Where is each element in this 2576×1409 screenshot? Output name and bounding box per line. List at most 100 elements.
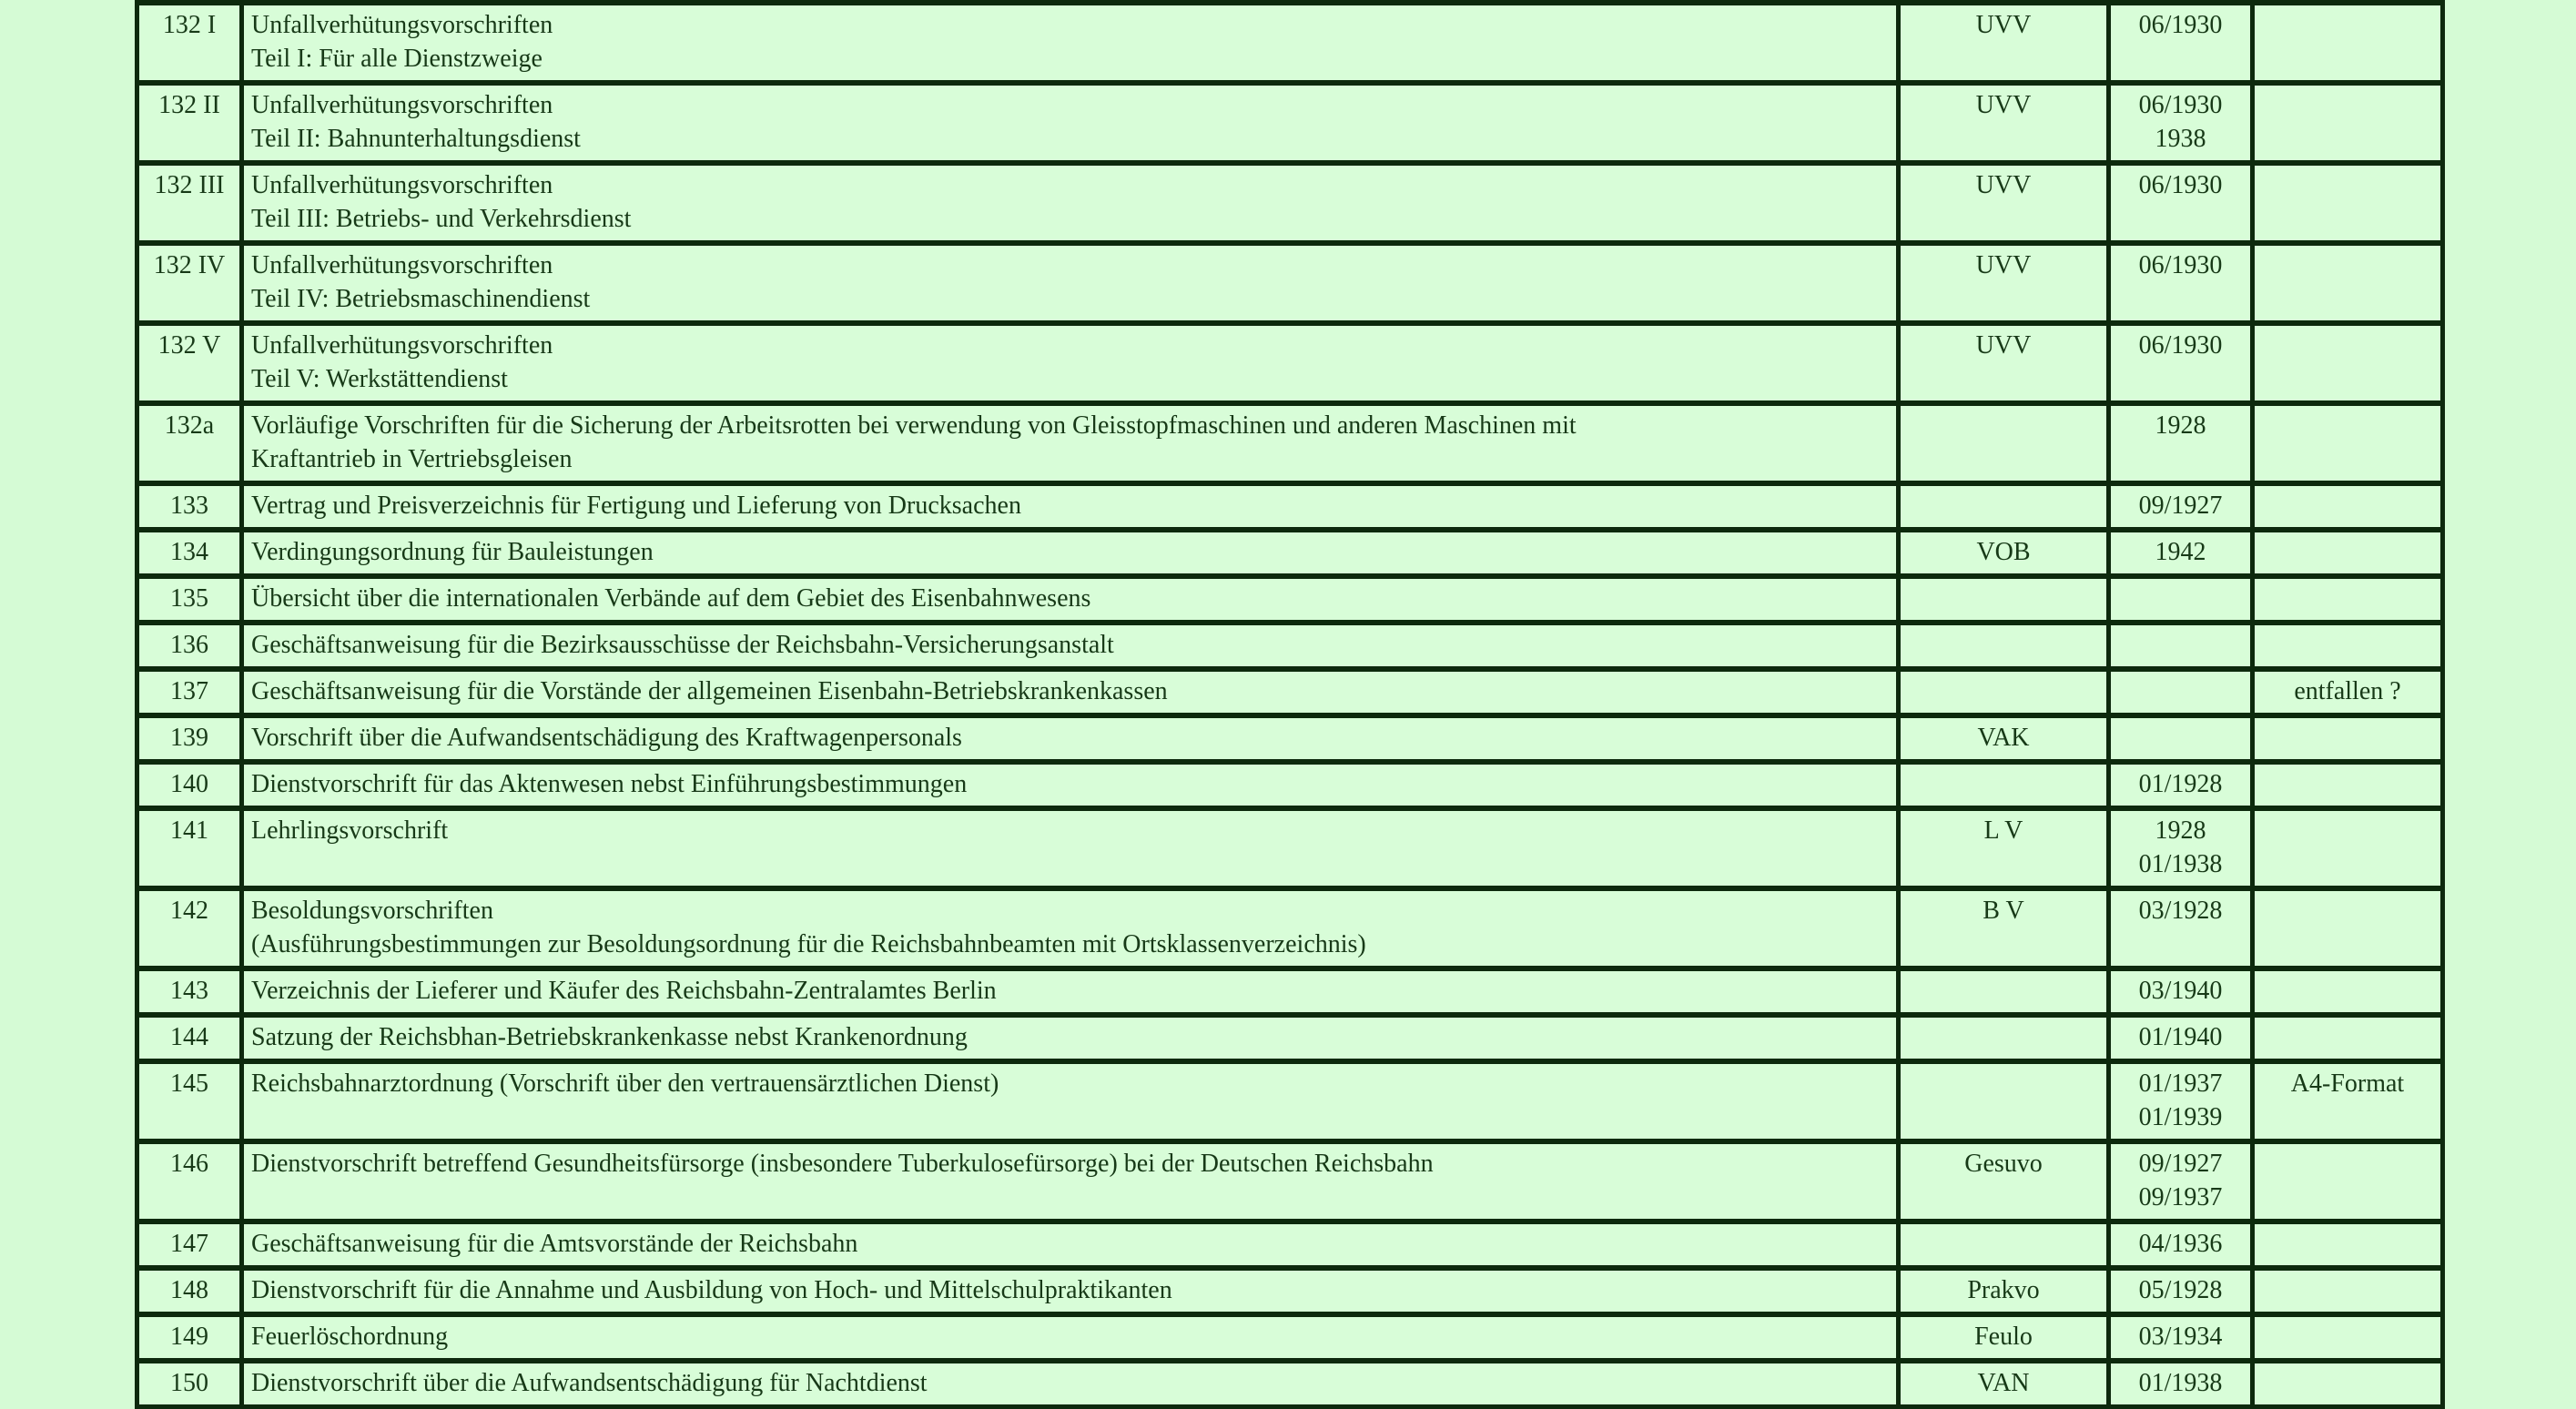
cell-abbreviation: VAN [1896, 1358, 2111, 1409]
cell-date: 03/1934 [2106, 1312, 2255, 1363]
cell-abbreviation: UVV [1896, 160, 2111, 246]
cell-number: 147 [135, 1219, 244, 1271]
cell-number: 146 [135, 1139, 244, 1224]
cell-title: Dienstvorschrift für die Annahme und Aus… [239, 1265, 1901, 1317]
cell-abbreviation [1896, 573, 2111, 625]
cell-date: 01/1940 [2106, 1012, 2255, 1064]
cell-date: 03/1940 [2106, 966, 2255, 1018]
table-row: 132 V Unfallverhütungsvorschriften Teil … [135, 320, 2445, 406]
cell-number: 139 [135, 713, 244, 765]
cell-title: Vorschrift über die Aufwandsentschädigun… [239, 713, 1901, 765]
cell-title: Dienstvorschrift über die Aufwandsentsch… [239, 1358, 1901, 1409]
cell-title: Übersicht über die internationalen Verbä… [239, 573, 1901, 625]
cell-notes [2250, 886, 2445, 971]
cell-abbreviation [1896, 481, 2111, 532]
cell-notes: A4-Format [2250, 1059, 2445, 1144]
cell-date: 09/1927 09/1937 [2106, 1139, 2255, 1224]
cell-date [2106, 620, 2255, 672]
cell-title: Dienstvorschrift für das Aktenwesen nebs… [239, 759, 1901, 811]
cell-date: 01/1928 [2106, 759, 2255, 811]
cell-title: Feuerlöschordnung [239, 1312, 1901, 1363]
cell-number: 143 [135, 966, 244, 1018]
cell-title: Reichsbahnarztordnung (Vorschrift über d… [239, 1059, 1901, 1144]
cell-number: 145 [135, 1059, 244, 1144]
table-row: 143 Verzeichnis der Lieferer und Käufer … [135, 966, 2445, 1018]
cell-notes [2250, 1139, 2445, 1224]
cell-number: 141 [135, 806, 244, 891]
cell-notes [2250, 573, 2445, 625]
table-row: 133 Vertrag und Preisverzeichnis für Fer… [135, 481, 2445, 532]
cell-abbreviation: B V [1896, 886, 2111, 971]
cell-number: 132 IV [135, 240, 244, 326]
cell-number: 144 [135, 1012, 244, 1064]
table-row: 146 Dienstvorschrift betreffend Gesundhe… [135, 1139, 2445, 1224]
table-row: 141 Lehrlingsvorschrift L V 1928 01/1938 [135, 806, 2445, 891]
cell-date: 01/1937 01/1939 [2106, 1059, 2255, 1144]
table-body: 132 I Unfallverhütungsvorschriften Teil … [135, 0, 2445, 1409]
cell-notes: entfallen ? [2250, 666, 2445, 718]
cell-date: 1942 [2106, 527, 2255, 579]
table-row: 149 Feuerlöschordnung Feulo 03/1934 [135, 1312, 2445, 1363]
table-row: 145 Reichsbahnarztordnung (Vorschrift üb… [135, 1059, 2445, 1144]
table-row: 150 Dienstvorschrift über die Aufwandsen… [135, 1358, 2445, 1409]
cell-number: 135 [135, 573, 244, 625]
cell-title: Vertrag und Preisverzeichnis für Fertigu… [239, 481, 1901, 532]
cell-notes [2250, 481, 2445, 532]
cell-notes [2250, 759, 2445, 811]
cell-notes [2250, 620, 2445, 672]
cell-number: 140 [135, 759, 244, 811]
cell-title: Satzung der Reichsbhan-Betriebskrankenka… [239, 1012, 1901, 1064]
cell-abbreviation [1896, 1219, 2111, 1271]
cell-abbreviation: VAK [1896, 713, 2111, 765]
cell-notes [2250, 1219, 2445, 1271]
cell-number: 148 [135, 1265, 244, 1317]
cell-date: 1928 [2106, 400, 2255, 486]
cell-notes [2250, 1012, 2445, 1064]
table-row: 142 Besoldungsvorschriften (Ausführungsb… [135, 886, 2445, 971]
cell-notes [2250, 1265, 2445, 1317]
cell-abbreviation [1896, 400, 2111, 486]
cell-abbreviation: Feulo [1896, 1312, 2111, 1363]
cell-abbreviation: UVV [1896, 240, 2111, 326]
cell-abbreviation [1896, 1012, 2111, 1064]
cell-notes [2250, 1312, 2445, 1363]
table-row: 132 IV Unfallverhütungsvorschriften Teil… [135, 240, 2445, 326]
cell-number: 132a [135, 400, 244, 486]
cell-abbreviation: UVV [1896, 0, 2111, 86]
cell-title: Geschäftsanweisung für die Vorstände der… [239, 666, 1901, 718]
cell-notes [2250, 320, 2445, 406]
cell-date: 06/1930 [2106, 320, 2255, 406]
table-row: 135 Übersicht über die internationalen V… [135, 573, 2445, 625]
cell-number: 136 [135, 620, 244, 672]
cell-notes [2250, 240, 2445, 326]
cell-abbreviation: L V [1896, 806, 2111, 891]
cell-abbreviation [1896, 759, 2111, 811]
cell-notes [2250, 527, 2445, 579]
table-row: 147 Geschäftsanweisung für die Amtsvorst… [135, 1219, 2445, 1271]
cell-notes [2250, 160, 2445, 246]
cell-number: 134 [135, 527, 244, 579]
cell-title: Unfallverhütungsvorschriften Teil IV: Be… [239, 240, 1901, 326]
table-row: 132 II Unfallverhütungsvorschriften Teil… [135, 80, 2445, 166]
cell-title: Verzeichnis der Lieferer und Käufer des … [239, 966, 1901, 1018]
cell-abbreviation: UVV [1896, 320, 2111, 406]
cell-number: 150 [135, 1358, 244, 1409]
cell-notes [2250, 80, 2445, 166]
cell-notes [2250, 1358, 2445, 1409]
regulations-table: 132 I Unfallverhütungsvorschriften Teil … [135, 0, 2445, 1409]
cell-abbreviation [1896, 1059, 2111, 1144]
cell-number: 133 [135, 481, 244, 532]
cell-number: 149 [135, 1312, 244, 1363]
cell-date: 06/1930 [2106, 160, 2255, 246]
cell-date: 06/1930 1938 [2106, 80, 2255, 166]
cell-number: 132 II [135, 80, 244, 166]
cell-abbreviation [1896, 620, 2111, 672]
cell-title: Unfallverhütungsvorschriften Teil II: Ba… [239, 80, 1901, 166]
cell-abbreviation: UVV [1896, 80, 2111, 166]
cell-abbreviation [1896, 966, 2111, 1018]
cell-abbreviation [1896, 666, 2111, 718]
cell-title: Besoldungsvorschriften (Ausführungsbesti… [239, 886, 1901, 971]
cell-number: 132 III [135, 160, 244, 246]
cell-notes [2250, 713, 2445, 765]
